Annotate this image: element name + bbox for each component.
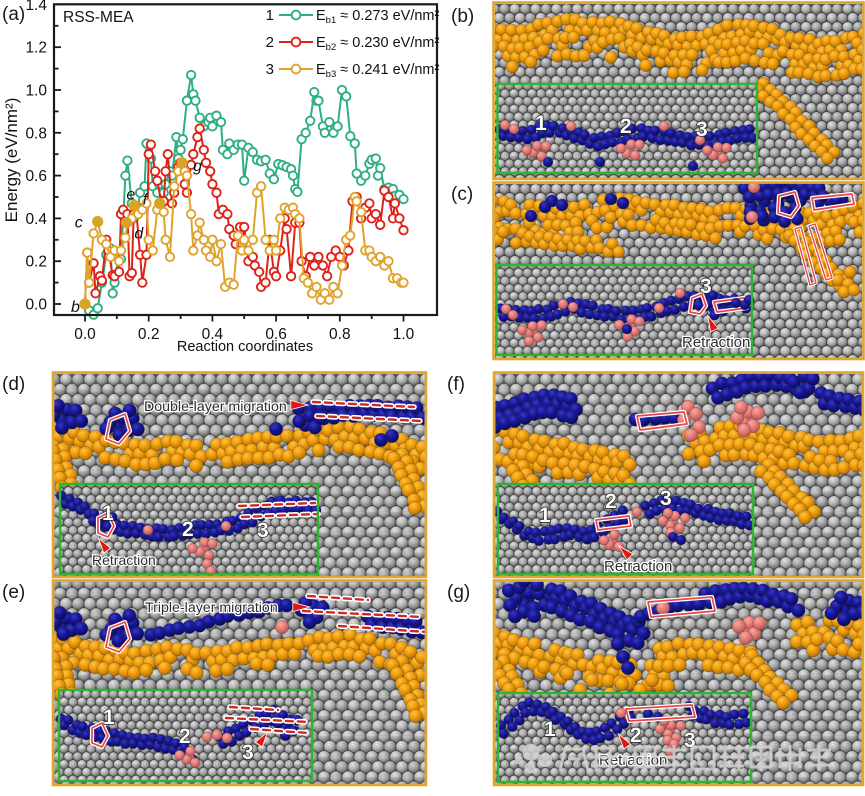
svg-text:(e): (e)	[2, 582, 25, 603]
svg-text:2: 2	[605, 490, 617, 513]
svg-text:2: 2	[630, 724, 642, 747]
svg-text:3: 3	[696, 118, 708, 141]
svg-text:b: b	[71, 299, 80, 316]
svg-text:0.4: 0.4	[25, 211, 47, 228]
svg-text:1: 1	[102, 502, 114, 525]
svg-text:1.0: 1.0	[393, 326, 415, 343]
svg-text:(d): (d)	[2, 374, 25, 395]
svg-text:2: 2	[620, 115, 632, 138]
svg-text:Reaction coordinates: Reaction coordinates	[177, 339, 313, 355]
svg-text:1: 1	[539, 504, 551, 527]
svg-text:1.4: 1.4	[25, 0, 47, 14]
svg-text:(b): (b)	[451, 6, 474, 27]
svg-text:3: 3	[266, 61, 274, 78]
svg-text:0.2: 0.2	[25, 254, 47, 271]
svg-text:c: c	[75, 215, 83, 232]
svg-text:(g): (g)	[447, 582, 470, 603]
svg-text:3: 3	[257, 519, 269, 542]
svg-text:0.0: 0.0	[74, 326, 96, 343]
svg-text:1: 1	[266, 7, 274, 24]
svg-text:2: 2	[179, 725, 191, 748]
svg-text:Eb1 ≈ 0.273 eV/nm²: Eb1 ≈ 0.273 eV/nm²	[316, 8, 439, 26]
svg-text:3: 3	[242, 741, 254, 764]
svg-text:Retraction: Retraction	[92, 552, 156, 568]
svg-text:2: 2	[266, 34, 274, 51]
svg-text:(c): (c)	[451, 184, 473, 205]
svg-text:3: 3	[700, 275, 712, 298]
svg-text:1.2: 1.2	[25, 40, 47, 57]
svg-text:0.0: 0.0	[25, 297, 47, 314]
svg-text:e: e	[126, 187, 135, 204]
svg-text:1: 1	[535, 112, 547, 135]
svg-text:RSS-MEA: RSS-MEA	[63, 9, 134, 26]
svg-text:d: d	[134, 226, 144, 243]
svg-text:Eb2 ≈ 0.230 eV/nm²: Eb2 ≈ 0.230 eV/nm²	[316, 35, 439, 53]
svg-text:1.0: 1.0	[25, 83, 47, 100]
svg-text:1: 1	[103, 706, 115, 729]
svg-text:1: 1	[544, 718, 556, 741]
svg-text:Eb3 ≈ 0.241 eV/nm²: Eb3 ≈ 0.241 eV/nm²	[316, 62, 439, 80]
svg-text:(a): (a)	[2, 4, 25, 25]
svg-text:3: 3	[660, 487, 672, 510]
svg-text:Retraction: Retraction	[682, 334, 750, 351]
svg-text:0.8: 0.8	[329, 326, 351, 343]
svg-text:Energy (eV/nm²): Energy (eV/nm²)	[2, 98, 21, 223]
svg-text:0.2: 0.2	[138, 326, 160, 343]
svg-text:Double-layer migration: Double-layer migration	[144, 399, 287, 415]
svg-text:Triple-layer migration: Triple-layer migration	[145, 600, 278, 616]
svg-text:(f): (f)	[447, 374, 465, 395]
svg-text:0.6: 0.6	[25, 168, 47, 185]
svg-text:Retraction: Retraction	[604, 558, 672, 575]
svg-text:g: g	[193, 158, 202, 175]
svg-text:2: 2	[182, 518, 194, 541]
svg-text:0.8: 0.8	[25, 125, 47, 142]
